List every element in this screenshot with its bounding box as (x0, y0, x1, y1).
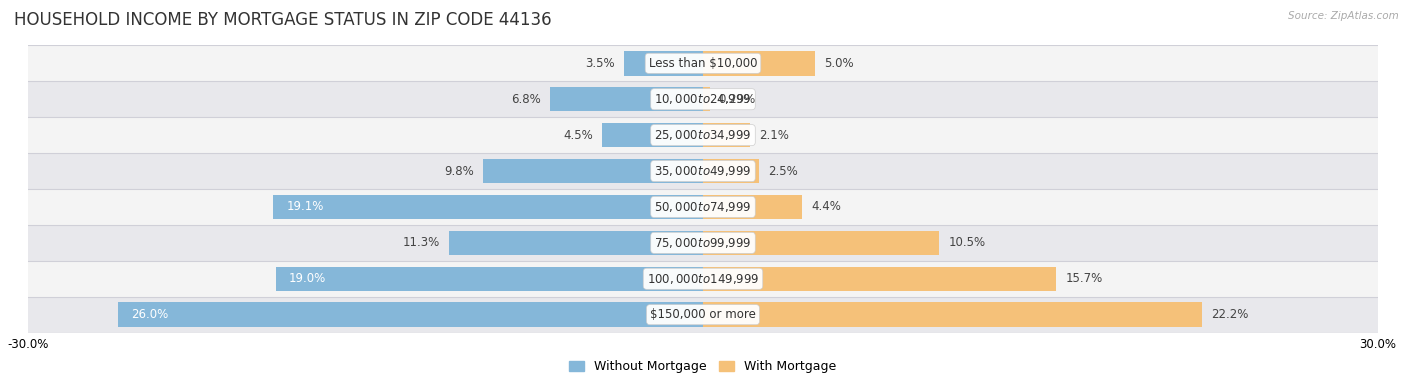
Text: 3.5%: 3.5% (586, 57, 616, 70)
Text: 0.29%: 0.29% (718, 93, 756, 106)
Bar (28, 153, 1378, 189)
Bar (118, 302, 703, 327)
Bar (28, 117, 1378, 153)
Text: $35,000 to $49,999: $35,000 to $49,999 (654, 164, 752, 178)
Text: $25,000 to $34,999: $25,000 to $34,999 (654, 128, 752, 142)
Text: 5.0%: 5.0% (824, 57, 853, 70)
Text: 2.5%: 2.5% (768, 164, 799, 178)
Text: $10,000 to $24,999: $10,000 to $24,999 (654, 92, 752, 106)
Bar (449, 231, 703, 255)
Bar (28, 225, 1378, 261)
Bar (276, 266, 703, 291)
Text: 9.8%: 9.8% (444, 164, 474, 178)
Bar (703, 51, 815, 76)
Bar (28, 189, 1378, 225)
Text: 10.5%: 10.5% (948, 236, 986, 249)
Bar (28, 297, 1378, 333)
Bar (703, 231, 939, 255)
Text: $75,000 to $99,999: $75,000 to $99,999 (654, 236, 752, 250)
Text: 26.0%: 26.0% (132, 308, 169, 321)
Bar (703, 266, 1056, 291)
Bar (703, 87, 710, 112)
Bar (273, 195, 703, 219)
Bar (703, 159, 759, 183)
Bar (550, 87, 703, 112)
Text: 2.1%: 2.1% (759, 129, 789, 142)
Bar (28, 261, 1378, 297)
Text: $150,000 or more: $150,000 or more (650, 308, 756, 321)
Text: 15.7%: 15.7% (1066, 272, 1102, 285)
Bar (482, 159, 703, 183)
Text: $100,000 to $149,999: $100,000 to $149,999 (647, 272, 759, 286)
Text: 19.1%: 19.1% (287, 200, 325, 214)
Text: 22.2%: 22.2% (1212, 308, 1249, 321)
Text: 19.0%: 19.0% (290, 272, 326, 285)
Bar (28, 45, 1378, 81)
Bar (602, 123, 703, 147)
Bar (703, 195, 801, 219)
Text: 4.4%: 4.4% (811, 200, 841, 214)
Text: 11.3%: 11.3% (402, 236, 440, 249)
Bar (624, 51, 703, 76)
Text: 6.8%: 6.8% (512, 93, 541, 106)
Bar (703, 123, 751, 147)
Legend: Without Mortgage, With Mortgage: Without Mortgage, With Mortgage (564, 355, 842, 378)
Bar (28, 81, 1378, 117)
Text: Less than $10,000: Less than $10,000 (648, 57, 758, 70)
Text: $50,000 to $74,999: $50,000 to $74,999 (654, 200, 752, 214)
Text: HOUSEHOLD INCOME BY MORTGAGE STATUS IN ZIP CODE 44136: HOUSEHOLD INCOME BY MORTGAGE STATUS IN Z… (14, 11, 551, 29)
Bar (703, 302, 1202, 327)
Text: Source: ZipAtlas.com: Source: ZipAtlas.com (1288, 11, 1399, 21)
Text: 4.5%: 4.5% (562, 129, 593, 142)
